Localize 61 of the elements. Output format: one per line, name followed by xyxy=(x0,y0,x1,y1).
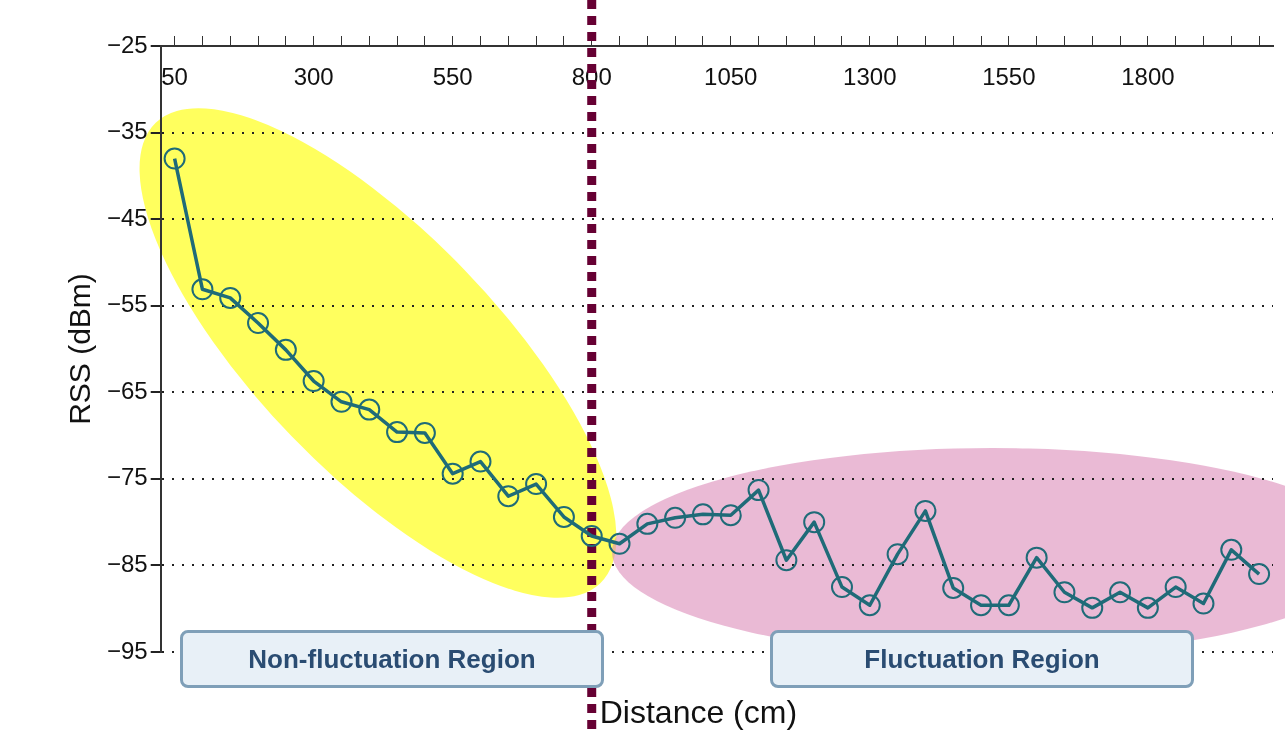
point xyxy=(552,505,575,528)
point xyxy=(163,147,186,170)
point xyxy=(997,594,1020,617)
y-tick-label: −65 xyxy=(106,376,148,404)
point xyxy=(580,524,603,547)
x-tick-label: 50 xyxy=(161,63,188,91)
point xyxy=(636,512,659,535)
point xyxy=(191,278,214,301)
y-axis-title: RSS (dBm) xyxy=(63,273,97,425)
y-tick-label: −45 xyxy=(106,203,148,231)
point xyxy=(413,421,436,444)
point xyxy=(1025,546,1048,569)
point xyxy=(1248,563,1271,586)
point xyxy=(747,479,770,502)
point xyxy=(274,338,297,361)
point xyxy=(302,370,325,393)
x-tick-label: 1550 xyxy=(982,63,1036,91)
x-tick-label: 1300 xyxy=(843,63,897,91)
point xyxy=(1164,576,1187,599)
point xyxy=(970,594,993,617)
annotation: Fluctuation Region xyxy=(864,643,1100,675)
y-tick-label: −95 xyxy=(106,636,148,664)
point xyxy=(358,398,381,421)
annotation: Non-fluctuation Region xyxy=(248,643,536,675)
callout-box: Fluctuation Region xyxy=(770,630,1194,688)
x-tick-label: 550 xyxy=(432,63,473,91)
y-tick-label: −75 xyxy=(106,463,148,491)
x-axis-title: Distance (cm) xyxy=(599,693,798,730)
point xyxy=(1081,596,1104,619)
point xyxy=(719,504,742,527)
point xyxy=(830,576,853,599)
point xyxy=(914,499,937,522)
point xyxy=(441,462,464,485)
point xyxy=(219,286,242,309)
point xyxy=(525,473,548,496)
point xyxy=(1192,592,1215,615)
point xyxy=(247,312,270,335)
point xyxy=(691,503,714,526)
x-tick-label: 300 xyxy=(293,63,334,91)
point xyxy=(664,506,687,529)
x-tick-label: 1800 xyxy=(1121,63,1175,91)
x-tick-label: 1050 xyxy=(704,63,758,91)
point xyxy=(330,390,353,413)
point xyxy=(1109,581,1132,604)
point xyxy=(886,543,909,566)
point xyxy=(469,450,492,473)
point xyxy=(775,549,798,572)
point xyxy=(1136,596,1159,619)
y-tick-label: −85 xyxy=(106,550,148,578)
point xyxy=(608,532,631,555)
point xyxy=(858,594,881,617)
point xyxy=(942,576,965,599)
point xyxy=(1053,581,1076,604)
point xyxy=(1220,538,1243,561)
point xyxy=(497,485,520,508)
y-tick-label: −55 xyxy=(106,290,148,318)
point xyxy=(803,511,826,534)
y-tick-label: −25 xyxy=(106,30,148,58)
callout-box: Non-fluctuation Region xyxy=(180,630,604,688)
point xyxy=(386,421,409,444)
y-tick-label: −35 xyxy=(106,117,148,145)
